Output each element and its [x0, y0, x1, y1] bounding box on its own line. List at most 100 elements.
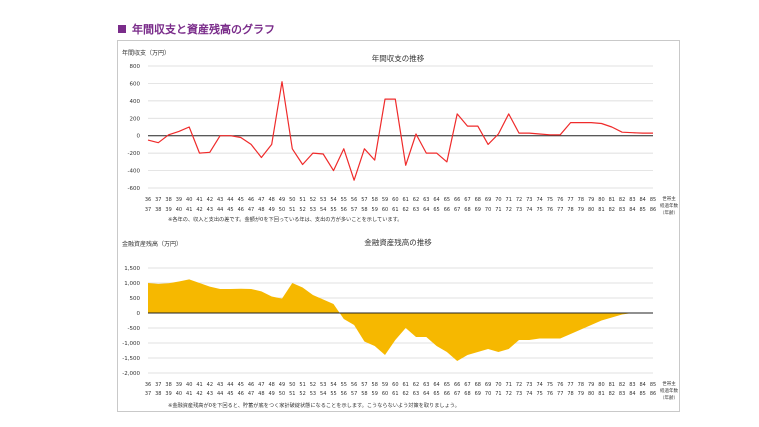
x-tick-label: 40: [176, 391, 182, 397]
chart-note: ※金融資産残高が0を下回ると、貯蓄が底をつく家計破綻状態になることを示します。こ…: [168, 401, 460, 409]
heading-square-icon: [118, 25, 126, 33]
x-tick-label: 70: [495, 197, 501, 203]
x-tick-label: 64: [423, 391, 429, 397]
x-tick-label: 57: [361, 197, 367, 203]
x-tick-label: 65: [433, 207, 439, 213]
x-tick-label: 75: [547, 197, 553, 203]
x-tick-label: 51: [299, 382, 305, 388]
x-unit-label: 世帯主: [662, 380, 676, 387]
x-tick-label: 47: [258, 382, 264, 388]
x-tick-label: 44: [217, 391, 223, 397]
x-tick-label: 71: [495, 207, 501, 213]
x-tick-label: 65: [444, 197, 450, 203]
x-tick-label: 38: [155, 391, 161, 397]
x-tick-label: 69: [475, 207, 481, 213]
x-tick-label: 67: [464, 197, 470, 203]
x-tick-label: 74: [536, 197, 542, 203]
x-tick-label: 81: [598, 207, 604, 213]
x-tick-label: 57: [361, 382, 367, 388]
x-tick-label: 79: [578, 391, 584, 397]
x-tick-label: 79: [588, 197, 594, 203]
x-tick-label: 84: [640, 197, 646, 203]
chart-frame: 年間収支の推移 年間収支（万円） 800 600 400 200 0 -200 -400 -600…: [117, 40, 680, 412]
y-axis-label: 金融資産残高（万円）: [122, 240, 182, 248]
x-tick-label: 52: [299, 391, 305, 397]
x-tick-label: 39: [176, 197, 182, 203]
x-tick-label: 77: [557, 391, 563, 397]
x-tick-label: 58: [372, 382, 378, 388]
x-tick-label: 48: [268, 197, 274, 203]
x-tick-label: 74: [526, 207, 532, 213]
x-tick-label: 51: [289, 391, 295, 397]
x-tick-label: 49: [279, 197, 285, 203]
x-tick-label: 47: [248, 207, 254, 213]
x-tick-label: 45: [227, 207, 233, 213]
x-tick-label: 58: [361, 207, 367, 213]
page-heading: 年間収支と資産残高のグラフ: [118, 21, 275, 37]
x-tick-label: 61: [402, 382, 408, 388]
x-tick-label: 48: [258, 391, 264, 397]
x-tick-label: 76: [557, 382, 563, 388]
x-tick-label: 59: [382, 382, 388, 388]
x-tick-label: 49: [268, 391, 274, 397]
x-tick-label: 78: [567, 207, 573, 213]
x-tick-label: 43: [217, 382, 223, 388]
x-tick-label: 68: [464, 207, 470, 213]
y-tick-label: -2,000: [122, 371, 140, 377]
x-tick-label: 65: [433, 391, 439, 397]
x-tick-label: 62: [413, 382, 419, 388]
x-tick-label: 55: [330, 391, 336, 397]
x-tick-label: 43: [217, 197, 223, 203]
x-tick-label: 44: [227, 382, 233, 388]
x-tick-label: 59: [372, 207, 378, 213]
x-tick-label: 55: [341, 382, 347, 388]
y-tick-label: 200: [130, 116, 141, 122]
y-tick-label: -400: [128, 169, 141, 175]
x-tick-label: 73: [516, 391, 522, 397]
y-tick-label: -600: [128, 186, 141, 192]
x-tick-label: 76: [547, 391, 553, 397]
x-tick-label: 42: [207, 382, 213, 388]
x-tick-label: 49: [279, 382, 285, 388]
x-tick-label: 68: [464, 391, 470, 397]
x-tick-label: 67: [464, 382, 470, 388]
x-tick-label: 37: [145, 391, 151, 397]
x-tick-label: 37: [145, 207, 151, 213]
x-tick-label: 54: [320, 391, 326, 397]
x-tick-label: 70: [495, 382, 501, 388]
x-tick-label: 83: [629, 382, 635, 388]
x-tick-label: 69: [485, 197, 491, 203]
x-tick-label: 78: [578, 197, 584, 203]
x-unit-label: 経過年数: [660, 387, 678, 394]
x-tick-label: 64: [433, 382, 439, 388]
x-tick-label: 83: [629, 197, 635, 203]
x-tick-label: 41: [186, 391, 192, 397]
x-tick-label: 44: [227, 197, 233, 203]
x-tick-label: 71: [506, 382, 512, 388]
series-line: [147, 81, 653, 181]
x-tick-label: 36: [145, 197, 151, 203]
x-tick-label: 46: [248, 382, 254, 388]
chart-title: 年間収支の推移: [372, 53, 425, 63]
x-tick-label: 57: [351, 391, 357, 397]
x-tick-label: 70: [485, 207, 491, 213]
x-tick-label: 69: [475, 391, 481, 397]
x-tick-label: 52: [299, 207, 305, 213]
x-tick-label: 73: [526, 197, 532, 203]
x-tick-label: 47: [258, 197, 264, 203]
x-tick-label: 40: [176, 207, 182, 213]
x-tick-label: 68: [475, 197, 481, 203]
x-tick-label: 48: [268, 382, 274, 388]
x-tick-label: 80: [598, 197, 604, 203]
x-tick-label: 68: [475, 382, 481, 388]
x-tick-label: 77: [567, 197, 573, 203]
y-tick-label: -1,500: [122, 356, 140, 362]
x-tick-label: 41: [186, 207, 192, 213]
x-tick-label: 70: [485, 391, 491, 397]
x-tick-label: 45: [227, 391, 233, 397]
x-tick-label: 50: [289, 197, 295, 203]
x-tick-label: 48: [258, 207, 264, 213]
x-tick-label: 80: [598, 382, 604, 388]
x-tick-label: 40: [186, 197, 192, 203]
y-tick-label: 400: [130, 99, 141, 105]
